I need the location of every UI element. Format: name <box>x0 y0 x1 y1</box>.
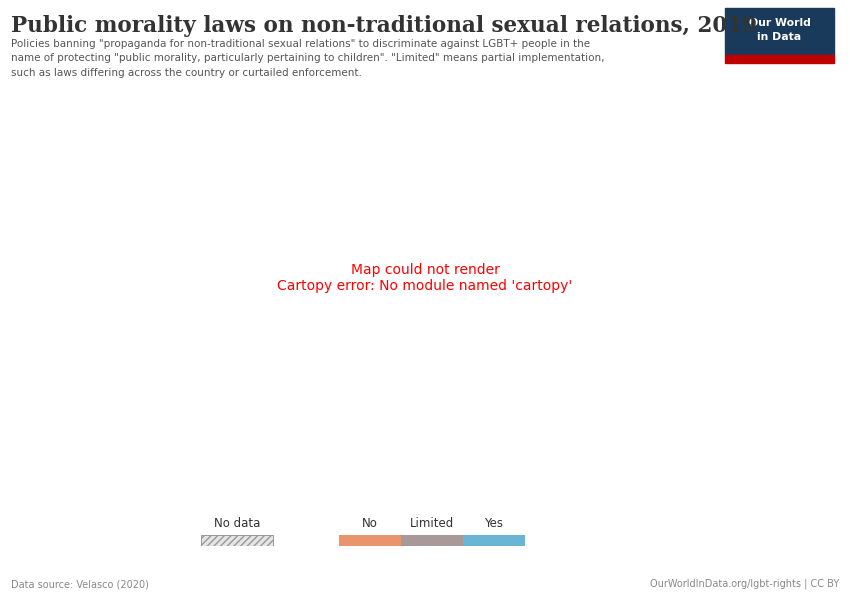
Bar <box>201 535 273 546</box>
Text: No: No <box>362 517 378 530</box>
Text: Yes: Yes <box>484 517 503 530</box>
Text: Data source: Velasco (2020): Data source: Velasco (2020) <box>11 579 149 589</box>
Text: Limited: Limited <box>410 517 454 530</box>
Text: No data: No data <box>214 517 260 530</box>
Bar <box>339 535 401 546</box>
Text: OurWorldInData.org/lgbt-rights | CC BY: OurWorldInData.org/lgbt-rights | CC BY <box>649 578 839 589</box>
Bar <box>463 535 525 546</box>
Text: Map could not render
Cartopy error: No module named 'cartopy': Map could not render Cartopy error: No m… <box>277 263 573 293</box>
Text: Our World
in Data: Our World in Data <box>749 18 810 42</box>
Bar <box>725 55 834 63</box>
Bar <box>401 535 463 546</box>
Text: Public morality laws on non-traditional sexual relations, 2019: Public morality laws on non-traditional … <box>11 15 757 37</box>
Text: Policies banning "propaganda for non-traditional sexual relations" to discrimina: Policies banning "propaganda for non-tra… <box>11 39 604 78</box>
Bar <box>725 8 834 55</box>
